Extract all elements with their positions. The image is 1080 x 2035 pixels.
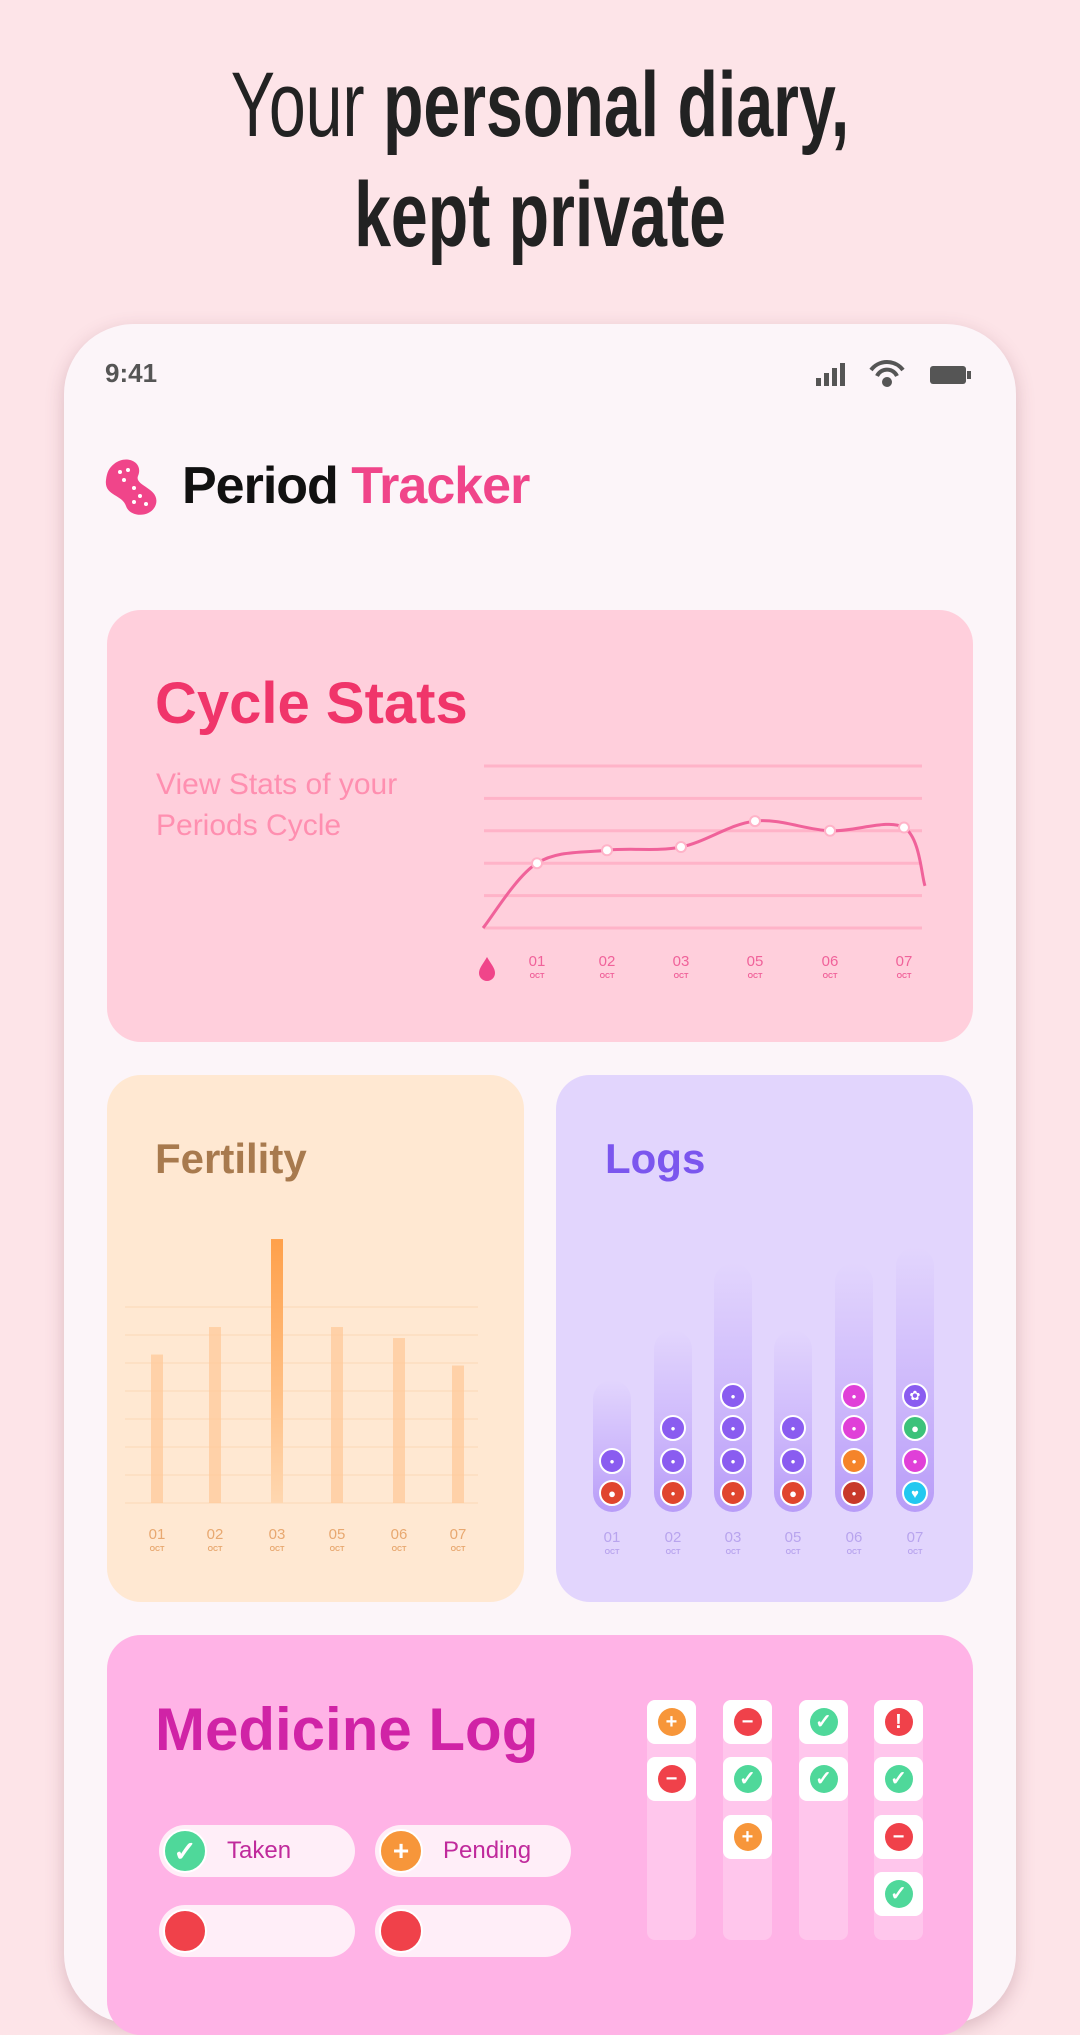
headline-light: Your [230,54,365,156]
x-tick-label: 05 OCT [784,1529,802,1556]
minus-icon: − [733,1708,762,1736]
x-tick-label: 01 OCT [148,1526,166,1553]
check-icon: ✓ [733,1765,762,1793]
x-tick-label: 01 OCT [603,1529,621,1556]
check-icon: ✓ [884,1765,913,1793]
legend-label: Taken [227,1837,292,1864]
x-tick-label: 07 OCT [449,1526,467,1553]
x-tick-label: 03 OCT [672,953,690,980]
status-icons [816,360,971,387]
heart-icon[interactable]: ♥ [902,1480,928,1506]
mood-icon[interactable]: • [780,1448,806,1474]
cycle-stats-title: Cycle Stats [155,671,468,736]
medicine-status-tile[interactable]: ✓ [874,1757,923,1801]
medicine-status-tile[interactable]: ✓ [799,1757,848,1801]
headline: Your personal diary, kept private [0,50,1080,270]
x-tick-label: 06 OCT [845,1529,863,1556]
medicine-status-tile[interactable]: ! [874,1700,923,1744]
medicine-status-tile[interactable]: ✓ [723,1757,772,1801]
medicine-status-tile[interactable]: − [647,1757,696,1801]
check-icon: ✓ [884,1880,913,1908]
medicine-status-tile[interactable]: + [723,1815,772,1859]
battery-icon [930,366,971,384]
exercise-icon[interactable]: • [841,1415,867,1441]
minus-icon: − [884,1823,913,1851]
x-tick-label: 02 OCT [664,1529,682,1556]
status-time: 9:41 [105,358,158,388]
brain-icon[interactable]: • [780,1415,806,1441]
x-tick-label: 05 OCT [746,953,764,980]
mood-icon[interactable]: • [599,1448,625,1474]
headline-bold: personal diary, [364,54,850,156]
discharge-icon[interactable]: ● [902,1415,928,1441]
legend-chip-partial[interactable] [375,1905,571,1957]
medicine-status-tile[interactable]: − [723,1700,772,1744]
clot-icon[interactable]: • [720,1480,746,1506]
x-tick-label: 06 OCT [390,1526,408,1553]
x-tick-label: 07 OCT [906,1529,924,1556]
medicine-status-tile[interactable]: − [874,1815,923,1859]
fertility-title: Fertility [155,1135,307,1182]
x-tick-label: 02 OCT [206,1526,224,1553]
x-tick-label: 07 OCT [895,953,913,980]
x-tick-label: 02 OCT [598,953,616,980]
x-tick-label: 03 OCT [724,1529,742,1556]
x-tick-label: 05 OCT [328,1526,346,1553]
exercise-icon[interactable]: • [902,1448,928,1474]
medicine-status-tile[interactable]: ✓ [874,1872,923,1916]
x-tick-label: 01 OCT [528,953,546,980]
plus-icon: + [733,1823,762,1851]
minus-icon: − [657,1765,686,1793]
legend-chip-partial[interactable] [159,1905,355,1957]
status-icon [379,1909,423,1953]
check-icon: ✓ [163,1829,207,1873]
energy-icon[interactable]: • [660,1415,686,1441]
signal-icon [816,363,845,386]
medicine-log-title: Medicine Log [155,1696,539,1763]
drop-icon[interactable]: ● [599,1480,625,1506]
plus-icon: + [379,1829,423,1873]
wifi-icon [869,360,905,387]
app-title-part2: Tracker [351,457,530,515]
legend-label: Pending [443,1837,532,1864]
alert-icon: ! [884,1708,913,1736]
app-title-part1: Period [182,457,339,515]
check-icon: ✓ [809,1765,838,1793]
plus-icon: + [657,1708,686,1736]
legend-chip-pending[interactable]: + Pending [375,1825,571,1877]
legend-chip-taken[interactable]: ✓ Taken [159,1825,355,1877]
hand-icon[interactable]: • [841,1448,867,1474]
medicine-status-tile[interactable]: + [647,1700,696,1744]
app-title: Period Tracker [182,456,530,516]
medicine-status-tile[interactable]: ✓ [799,1700,848,1744]
logs-title: Logs [605,1135,706,1182]
cramp-icon[interactable]: • [660,1480,686,1506]
pad-icon [105,459,157,515]
body-icon[interactable]: • [720,1415,746,1441]
body-icon[interactable]: • [720,1448,746,1474]
cycle-stats-subtitle-2: Periods Cycle [156,809,342,842]
headline-line2: kept private [354,164,726,266]
sleep-icon[interactable]: • [720,1383,746,1409]
flower-icon[interactable]: ✿ [902,1383,928,1409]
check-icon: ✓ [809,1708,838,1736]
fertility-card[interactable] [107,1075,524,1602]
head-icon[interactable]: • [660,1448,686,1474]
spotting-icon[interactable]: • [841,1480,867,1506]
x-tick-label: 03 OCT [268,1526,286,1553]
cycle-stats-subtitle-1: View Stats of your [156,768,398,801]
drop-icon[interactable]: ● [780,1480,806,1506]
sex-icon[interactable]: • [841,1383,867,1409]
status-icon [163,1909,207,1953]
x-tick-label: 06 OCT [821,953,839,980]
